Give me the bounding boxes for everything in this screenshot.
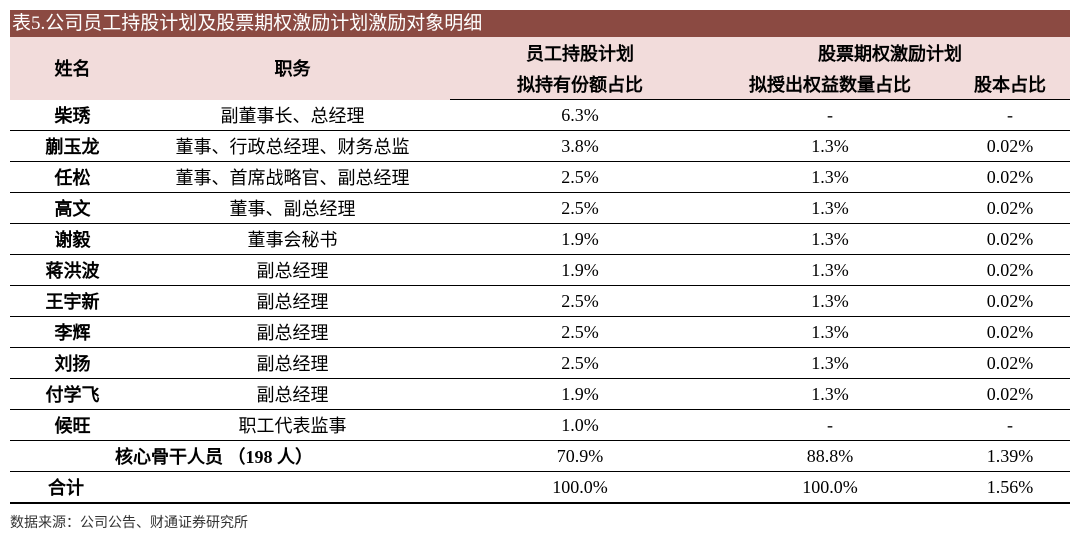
cell: 1.3%	[710, 285, 950, 317]
cell: 董事会秘书	[135, 223, 450, 255]
cell: 100.0%	[710, 471, 950, 504]
cell: 1.3%	[710, 161, 950, 193]
table-row: 付学飞 副总经理 1.9% 1.3% 0.02%	[10, 378, 1070, 410]
name-cell: 李辉	[10, 316, 135, 348]
cell: 董事、副总经理	[135, 192, 450, 224]
cell: 副总经理	[135, 347, 450, 379]
header-cell: 员工持股计划	[450, 37, 710, 68]
table-title: 表5.公司员工持股计划及股票期权激励计划激励对象明细	[10, 10, 1070, 37]
table: 姓名 职务 员工持股计划 股票期权激励计划 拟持有份额占比 拟授出权益数量占比 …	[10, 37, 1070, 504]
cell: 副总经理	[135, 378, 450, 410]
cell: 副董事长、总经理	[135, 99, 450, 131]
cell: 88.8%	[710, 440, 950, 472]
name-cell: 任松	[10, 161, 135, 193]
cell: 2.5%	[450, 192, 710, 224]
cell: 0.02%	[950, 223, 1070, 255]
header-cell: 拟授出权益数量占比	[710, 68, 950, 100]
table-row: 任松 董事、首席战略官、副总经理 2.5% 1.3% 0.02%	[10, 161, 1070, 193]
cell: 3.8%	[450, 130, 710, 162]
cell: 1.3%	[710, 254, 950, 286]
source-note: 数据来源：公司公告、财通证券研究所	[10, 516, 248, 531]
name-cell: 付学飞	[10, 378, 135, 410]
name-cell: 候旺	[10, 409, 135, 441]
cell: 0.02%	[950, 347, 1070, 379]
name-cell: 谢毅	[10, 223, 135, 255]
table-row: 高文 董事、副总经理 2.5% 1.3% 0.02%	[10, 192, 1070, 224]
table-row: 谢毅 董事会秘书 1.9% 1.3% 0.02%	[10, 223, 1070, 255]
cell: 1.3%	[710, 223, 950, 255]
header-cell: 拟持有份额占比	[450, 68, 710, 100]
table-row: 王宇新 副总经理 2.5% 1.3% 0.02%	[10, 285, 1070, 317]
table-row: 刘扬 副总经理 2.5% 1.3% 0.02%	[10, 347, 1070, 379]
group-cell: 核心骨干人员 （198 人）	[10, 440, 450, 472]
cell: 0.02%	[950, 130, 1070, 162]
name-cell: 蒯玉龙	[10, 130, 135, 162]
cell: -	[950, 99, 1070, 131]
cell: 0.02%	[950, 378, 1070, 410]
cell: 1.9%	[450, 254, 710, 286]
cell: 70.9%	[450, 440, 710, 472]
table-body: 柴琇 副董事长、总经理 6.3% - - 蒯玉龙 董事、行政总经理、财务总监 3.8% 1.3%…	[10, 99, 1070, 504]
cell: 职工代表监事	[135, 409, 450, 441]
name-cell: 刘扬	[10, 347, 135, 379]
cell: 2.5%	[450, 347, 710, 379]
table-row: 合计 100.0% 100.0% 1.56%	[10, 471, 1070, 504]
cell: 100.0%	[450, 471, 710, 504]
cell: 0.02%	[950, 254, 1070, 286]
cell: 0.02%	[950, 161, 1070, 193]
cell: 副总经理	[135, 285, 450, 317]
cell: 1.3%	[710, 192, 950, 224]
cell: 1.39%	[950, 440, 1070, 472]
table-row: 核心骨干人员 （198 人） 70.9% 88.8% 1.39%	[10, 440, 1070, 472]
cell: 1.9%	[450, 378, 710, 410]
cell: 0.02%	[950, 285, 1070, 317]
header-cell: 股本占比	[950, 68, 1070, 100]
table-row: 候旺 职工代表监事 1.0% - -	[10, 409, 1070, 441]
cell: -	[710, 409, 950, 441]
cell: 1.3%	[710, 130, 950, 162]
cell: 1.3%	[710, 316, 950, 348]
cell: 0.02%	[950, 316, 1070, 348]
name-cell: 王宇新	[10, 285, 135, 317]
cell: 1.3%	[710, 378, 950, 410]
cell: 1.56%	[950, 471, 1070, 504]
cell: 0.02%	[950, 192, 1070, 224]
table-row: 蒋洪波 副总经理 1.9% 1.3% 0.02%	[10, 254, 1070, 286]
cell: 1.3%	[710, 347, 950, 379]
cell: 1.0%	[450, 409, 710, 441]
cell: 2.5%	[450, 161, 710, 193]
table-row: 李辉 副总经理 2.5% 1.3% 0.02%	[10, 316, 1070, 348]
name-cell: 蒋洪波	[10, 254, 135, 286]
header-cell: 姓名	[10, 37, 135, 100]
cell: 董事、首席战略官、副总经理	[135, 161, 450, 193]
cell: 2.5%	[450, 285, 710, 317]
cell: 6.3%	[450, 99, 710, 131]
cell: -	[710, 99, 950, 131]
table-block: 表5.公司员工持股计划及股票期权激励计划激励对象明细 姓名 职务 员工持股计划 …	[10, 10, 1070, 504]
cell: 副总经理	[135, 316, 450, 348]
name-cell: 高文	[10, 192, 135, 224]
header-cell: 职务	[135, 37, 450, 100]
cell: 1.9%	[450, 223, 710, 255]
cell: 2.5%	[450, 316, 710, 348]
table-row: 柴琇 副董事长、总经理 6.3% - -	[10, 99, 1070, 131]
cell: 董事、行政总经理、财务总监	[135, 130, 450, 162]
table-row: 蒯玉龙 董事、行政总经理、财务总监 3.8% 1.3% 0.02%	[10, 130, 1070, 162]
total-cell: 合计	[10, 471, 450, 504]
cell: -	[950, 409, 1070, 441]
cell: 副总经理	[135, 254, 450, 286]
name-cell: 柴琇	[10, 99, 135, 131]
header-cell: 股票期权激励计划	[710, 37, 1070, 68]
